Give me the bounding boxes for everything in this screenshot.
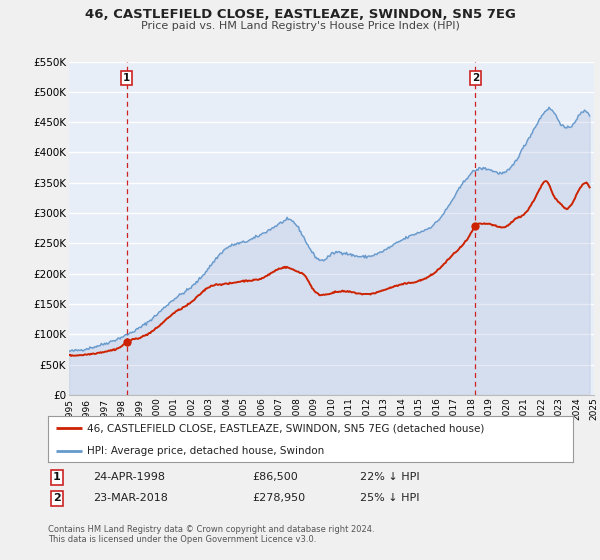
Text: £278,950: £278,950 (252, 493, 305, 503)
Text: This data is licensed under the Open Government Licence v3.0.: This data is licensed under the Open Gov… (48, 535, 316, 544)
Text: 2: 2 (472, 73, 479, 83)
Text: 46, CASTLEFIELD CLOSE, EASTLEAZE, SWINDON, SN5 7EG: 46, CASTLEFIELD CLOSE, EASTLEAZE, SWINDO… (85, 8, 515, 21)
Text: 1: 1 (53, 472, 61, 482)
Text: 22% ↓ HPI: 22% ↓ HPI (360, 472, 419, 482)
Text: 24-APR-1998: 24-APR-1998 (93, 472, 165, 482)
Text: Contains HM Land Registry data © Crown copyright and database right 2024.: Contains HM Land Registry data © Crown c… (48, 525, 374, 534)
Text: £86,500: £86,500 (252, 472, 298, 482)
Text: 23-MAR-2018: 23-MAR-2018 (93, 493, 168, 503)
Text: 25% ↓ HPI: 25% ↓ HPI (360, 493, 419, 503)
Text: 2: 2 (53, 493, 61, 503)
Text: Price paid vs. HM Land Registry's House Price Index (HPI): Price paid vs. HM Land Registry's House … (140, 21, 460, 31)
Text: 46, CASTLEFIELD CLOSE, EASTLEAZE, SWINDON, SN5 7EG (detached house): 46, CASTLEFIELD CLOSE, EASTLEAZE, SWINDO… (88, 423, 485, 433)
Text: HPI: Average price, detached house, Swindon: HPI: Average price, detached house, Swin… (88, 446, 325, 456)
Text: 1: 1 (123, 73, 130, 83)
